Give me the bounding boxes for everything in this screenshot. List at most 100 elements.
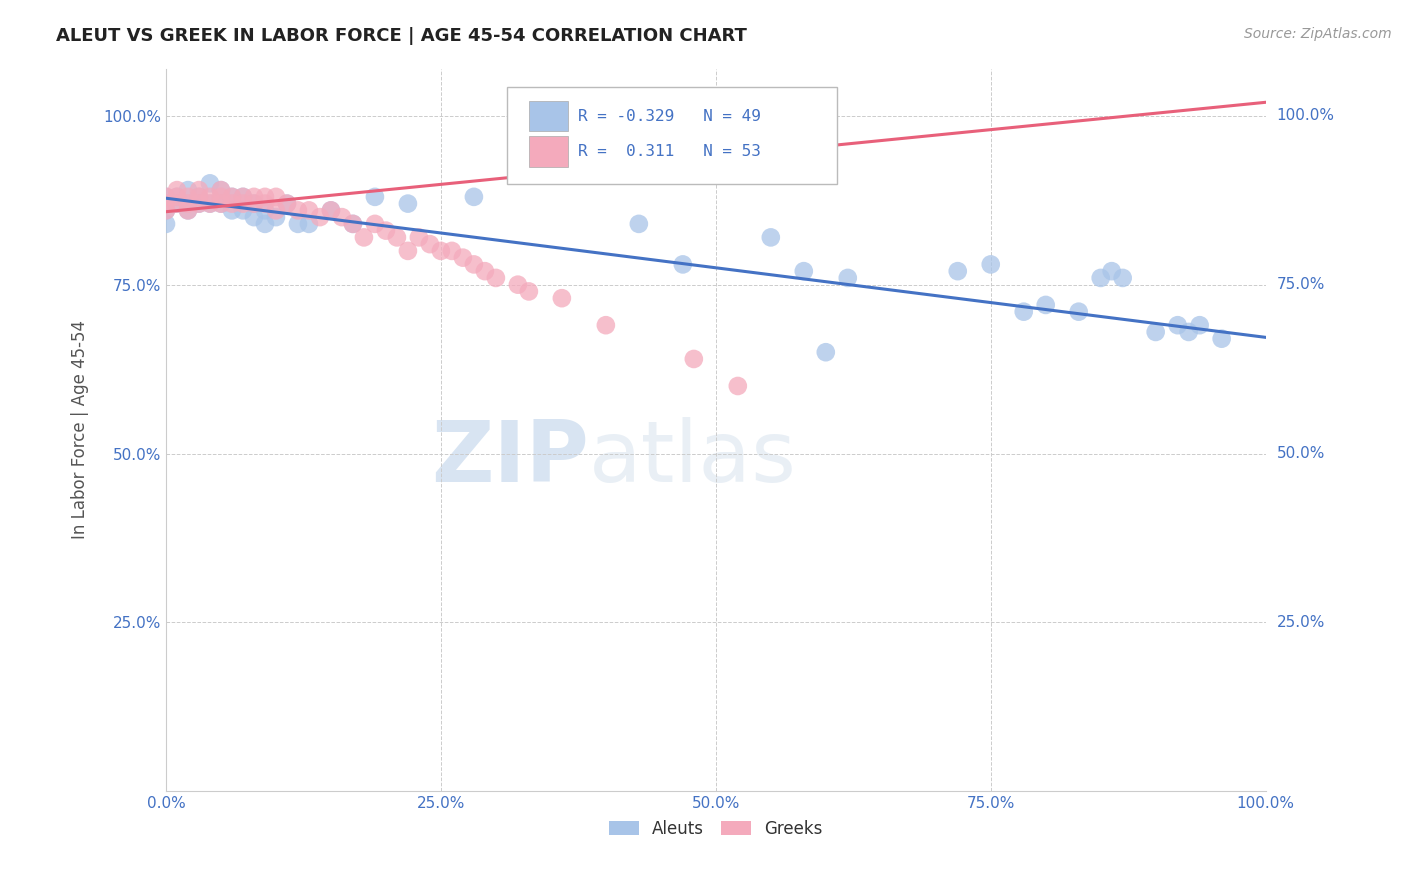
Point (298, 217, 321, 231)
Point (209, 183, 232, 197)
Point (198, 196, 221, 211)
Text: 100.0%: 100.0% (1277, 108, 1334, 123)
Point (221, 203, 243, 218)
Text: 25.0%: 25.0% (1277, 615, 1324, 630)
Point (485, 271, 508, 285)
Text: R =  0.311   N = 53: R = 0.311 N = 53 (578, 145, 761, 159)
Text: 75.0%: 75.0% (1277, 277, 1324, 293)
Point (253, 196, 276, 211)
Point (374, 224, 396, 238)
Point (1090, 271, 1112, 285)
Text: ALEUT VS GREEK IN LABOR FORCE | AGE 45-54 CORRELATION CHART: ALEUT VS GREEK IN LABOR FORCE | AGE 45-5… (56, 27, 747, 45)
Point (463, 257, 485, 271)
Point (396, 196, 419, 211)
Point (155, 190, 177, 204)
Point (1167, 318, 1189, 333)
Text: 50.0%: 50.0% (1277, 446, 1324, 461)
Point (253, 203, 276, 218)
Point (209, 190, 232, 204)
Point (177, 203, 200, 218)
Point (155, 217, 177, 231)
Point (221, 196, 243, 211)
Point (837, 271, 859, 285)
Point (319, 203, 342, 218)
Legend: Aleuts, Greeks: Aleuts, Greeks (602, 813, 830, 845)
Point (188, 183, 211, 197)
Point (155, 196, 177, 211)
Point (1144, 325, 1167, 339)
Point (166, 190, 188, 204)
Point (287, 217, 309, 231)
Point (1211, 332, 1233, 346)
Point (419, 237, 441, 252)
Point (177, 190, 200, 204)
Point (166, 196, 188, 211)
Point (177, 196, 200, 211)
Point (221, 190, 243, 204)
FancyBboxPatch shape (529, 136, 568, 167)
Point (517, 285, 540, 299)
Point (166, 190, 188, 204)
Point (353, 230, 375, 244)
Point (440, 244, 463, 258)
Point (682, 351, 704, 366)
Point (155, 190, 177, 204)
Point (364, 217, 387, 231)
Point (198, 177, 221, 191)
Point (946, 264, 969, 278)
Point (276, 196, 298, 211)
Point (188, 190, 211, 204)
Point (232, 203, 254, 218)
Point (276, 196, 298, 211)
Point (209, 196, 232, 211)
Point (264, 203, 287, 218)
Point (287, 203, 309, 218)
Text: ZIP: ZIP (432, 417, 589, 500)
Point (506, 277, 529, 292)
Point (253, 217, 276, 231)
Point (243, 196, 266, 211)
Point (1101, 264, 1123, 278)
Point (243, 210, 266, 224)
Text: atlas: atlas (589, 417, 797, 500)
Point (298, 203, 321, 218)
Point (1012, 304, 1035, 318)
Point (232, 190, 254, 204)
Point (221, 190, 243, 204)
Point (264, 190, 287, 204)
FancyBboxPatch shape (529, 101, 568, 131)
Point (551, 291, 574, 305)
Point (1035, 298, 1057, 312)
Point (396, 244, 419, 258)
Point (243, 196, 266, 211)
Point (188, 190, 211, 204)
Point (177, 183, 200, 197)
Point (155, 203, 177, 218)
Point (627, 217, 650, 231)
Point (364, 190, 387, 204)
Point (980, 257, 1002, 271)
Point (166, 196, 188, 211)
Point (342, 217, 364, 231)
Point (408, 230, 430, 244)
Point (209, 196, 232, 211)
Point (342, 217, 364, 231)
Point (1177, 325, 1199, 339)
Point (330, 210, 353, 224)
Point (309, 210, 332, 224)
Point (198, 190, 221, 204)
FancyBboxPatch shape (508, 87, 837, 184)
Point (1188, 318, 1211, 333)
Point (385, 230, 408, 244)
Point (188, 196, 211, 211)
Point (155, 203, 177, 218)
Point (1112, 271, 1135, 285)
Text: R = -0.329   N = 49: R = -0.329 N = 49 (578, 109, 761, 124)
Point (727, 379, 749, 393)
Point (198, 196, 221, 211)
Point (474, 264, 496, 278)
Point (1067, 304, 1090, 318)
Point (166, 183, 188, 197)
Point (253, 190, 276, 204)
Point (793, 264, 815, 278)
